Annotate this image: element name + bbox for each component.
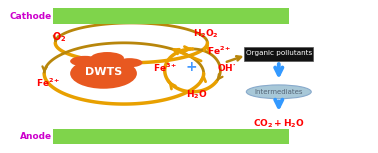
Text: $\mathbf{Fe^{2+}}$: $\mathbf{Fe^{2+}}$ — [208, 44, 232, 57]
Text: $\mathbf{O_2}$: $\mathbf{O_2}$ — [52, 30, 66, 44]
Ellipse shape — [91, 52, 124, 64]
Ellipse shape — [70, 56, 100, 67]
Text: $\mathbf{OH^{\bullet}}$: $\mathbf{OH^{\bullet}}$ — [217, 62, 235, 73]
FancyBboxPatch shape — [53, 129, 289, 144]
FancyBboxPatch shape — [245, 47, 313, 61]
Text: DWTS: DWTS — [85, 67, 122, 77]
FancyBboxPatch shape — [53, 8, 289, 24]
Ellipse shape — [116, 58, 143, 67]
Ellipse shape — [246, 85, 311, 99]
Text: $\mathbf{Fe^{2+}}$: $\mathbf{Fe^{2+}}$ — [36, 76, 60, 89]
Text: Cathode: Cathode — [9, 12, 52, 21]
Text: Intermediates: Intermediates — [254, 89, 303, 95]
Ellipse shape — [70, 58, 137, 89]
Text: Anode: Anode — [20, 132, 52, 141]
Text: $\mathbf{+}$: $\mathbf{+}$ — [184, 60, 197, 74]
Text: $\mathbf{Fe^{3+}}$: $\mathbf{Fe^{3+}}$ — [153, 61, 178, 74]
Text: $\mathbf{H_2O}$: $\mathbf{H_2O}$ — [186, 89, 207, 101]
Text: Organic pollutants: Organic pollutants — [246, 50, 312, 56]
Text: $\mathbf{H_2O_2}$: $\mathbf{H_2O_2}$ — [192, 27, 218, 40]
Text: $\mathbf{CO_2 + H_2O}$: $\mathbf{CO_2 + H_2O}$ — [253, 118, 305, 130]
